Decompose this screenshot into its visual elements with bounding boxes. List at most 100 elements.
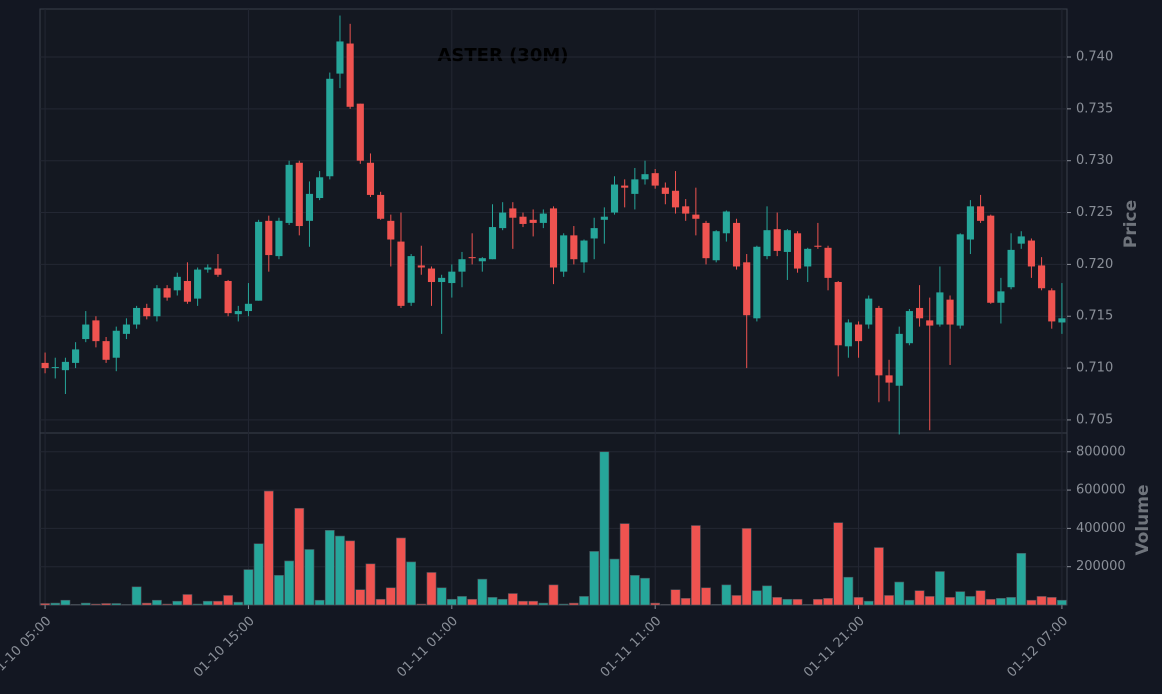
volume-bar: [935, 571, 945, 606]
candle-body: [397, 241, 405, 306]
volume-bar: [792, 598, 803, 606]
candle-body: [295, 162, 303, 227]
volume-bar: [487, 597, 498, 606]
candle-body: [692, 214, 700, 219]
x-tick-label: 01-11 01:00: [394, 614, 461, 681]
candle-body: [865, 298, 873, 325]
volume-bar: [111, 603, 122, 606]
y-tick-label: 0.710: [1076, 361, 1113, 376]
volume-bar: [416, 603, 427, 606]
candle-body: [224, 280, 232, 314]
volume-bar: [1016, 552, 1027, 606]
volume-bar: [80, 602, 91, 606]
volume-bar: [680, 597, 691, 606]
volume-bar: [975, 590, 986, 606]
volume-bar: [833, 522, 844, 606]
volume-bar: [853, 597, 864, 606]
candle-body: [488, 227, 497, 260]
candle-body: [468, 257, 476, 259]
candle-body: [255, 221, 263, 301]
candle-body: [743, 262, 751, 316]
volume-bar: [884, 595, 894, 606]
candle-body: [336, 41, 344, 74]
volume-bar: [894, 581, 905, 606]
volume-bar: [996, 597, 1006, 606]
volume-bar: [874, 547, 884, 606]
candle-body: [153, 288, 161, 317]
volume-bar: [965, 596, 976, 606]
volume-bar: [650, 602, 661, 606]
candle-body: [651, 173, 659, 186]
candle-body: [1017, 236, 1025, 244]
candle-body: [1027, 240, 1035, 267]
candle-body: [102, 341, 110, 360]
price-axis-label: Price: [1121, 200, 1141, 248]
volume-bar: [314, 599, 325, 606]
candle-body: [773, 229, 781, 251]
candle-body: [1007, 249, 1015, 288]
volume-bar: [619, 523, 630, 606]
y-tick-label: 200000: [1076, 559, 1126, 574]
candle-body: [1058, 318, 1066, 323]
candle-body: [244, 303, 253, 312]
volume-bar: [538, 602, 549, 606]
chart-title: ASTER (30M): [437, 45, 568, 66]
candle-body: [377, 194, 385, 219]
volume-bar: [182, 594, 193, 606]
volume-bar: [121, 604, 132, 606]
candle-body: [580, 240, 588, 263]
candle-body: [72, 349, 80, 363]
volume-bar: [60, 599, 71, 606]
candle-body: [977, 206, 985, 221]
candle-body: [204, 267, 212, 270]
x-tick-label: 01-12 07:00: [1004, 614, 1071, 681]
volume-bar: [599, 451, 610, 606]
volume-bar: [589, 551, 600, 606]
candle-body: [783, 230, 791, 252]
volume-bar: [782, 598, 793, 606]
volume-bar: [396, 537, 406, 606]
volume-bar: [40, 603, 50, 606]
volume-bar: [640, 577, 650, 606]
candle-body: [814, 245, 822, 247]
candle-body: [712, 231, 720, 261]
candle-body: [631, 179, 639, 194]
candle-body: [346, 43, 354, 107]
y-tick-label: 0.730: [1076, 153, 1113, 168]
candle-body: [478, 258, 486, 262]
candle-body: [356, 103, 364, 161]
volume-bar: [223, 595, 233, 606]
y-tick-label: 0.720: [1076, 257, 1113, 272]
candle-body: [885, 375, 893, 383]
candle-body: [194, 269, 202, 299]
candle-body: [905, 311, 913, 344]
candle-body: [539, 213, 547, 223]
volume-bar: [1046, 597, 1057, 606]
candle-body: [916, 307, 924, 319]
candle-body: [122, 324, 130, 334]
candle-body: [824, 247, 832, 278]
y-tick-label: 0.715: [1076, 309, 1113, 324]
candle-body: [285, 164, 293, 223]
candle-body: [163, 288, 171, 298]
volume-bar: [558, 603, 569, 606]
volume-bar: [477, 578, 488, 606]
candle-body: [702, 222, 710, 259]
volume-bar: [253, 543, 264, 606]
candle-body: [600, 216, 608, 220]
y-tick-label: 0.735: [1076, 101, 1113, 116]
volume-bar: [579, 596, 589, 606]
candle-body: [499, 212, 507, 229]
volume-bar: [355, 589, 366, 606]
volume-bar: [324, 530, 335, 606]
candle-body: [763, 230, 771, 257]
volume-bar: [568, 602, 579, 606]
candle-body: [305, 193, 314, 221]
candle-body: [133, 307, 141, 325]
volume-bar: [518, 600, 528, 606]
candle-body: [682, 206, 690, 214]
volume-bar: [406, 561, 417, 606]
candle-body: [926, 320, 934, 326]
candle-body: [326, 78, 334, 177]
volume-bar: [670, 589, 681, 606]
